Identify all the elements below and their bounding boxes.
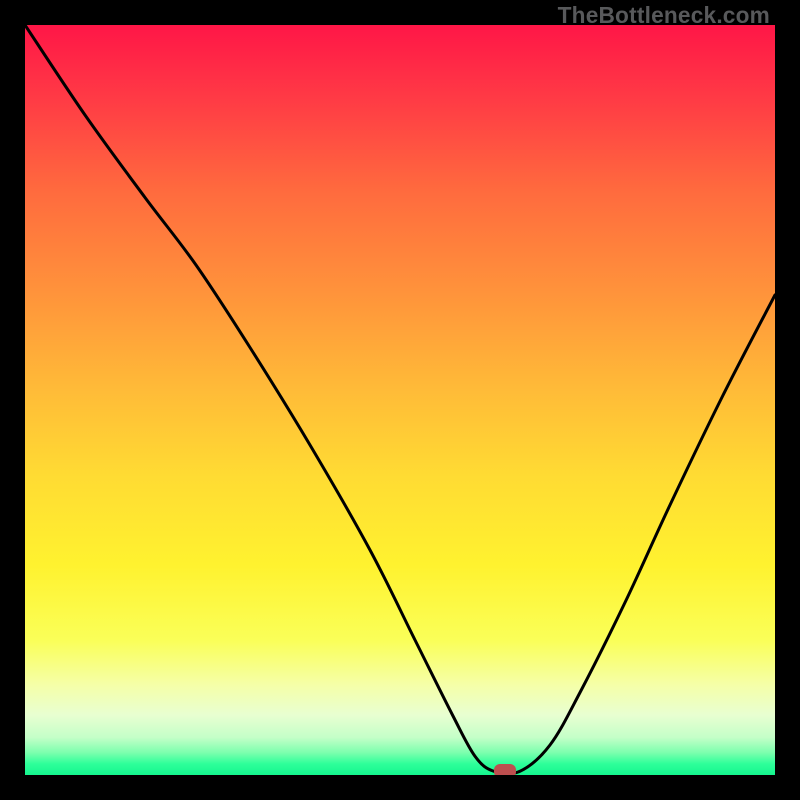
- bottleneck-curve: [25, 25, 775, 775]
- optimum-marker: [494, 764, 516, 775]
- watermark-text: TheBottleneck.com: [558, 2, 770, 29]
- chart-frame: TheBottleneck.com: [0, 0, 800, 800]
- plot-area: [25, 25, 775, 775]
